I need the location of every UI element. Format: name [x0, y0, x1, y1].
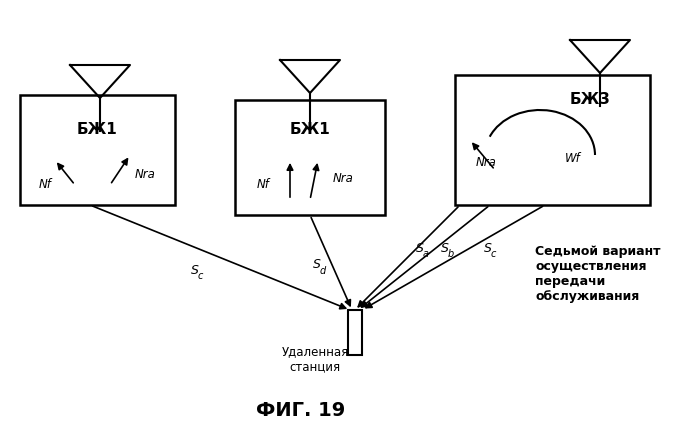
Text: S: S [416, 242, 424, 254]
Text: БЖ1: БЖ1 [290, 123, 330, 138]
Text: S: S [484, 242, 492, 254]
Text: b: b [447, 249, 454, 259]
Text: Nf: Nf [257, 178, 270, 191]
Text: Nra: Nra [135, 169, 156, 181]
Text: Nf: Nf [38, 178, 51, 191]
Text: a: a [422, 249, 428, 259]
Text: Удаленная
станция: Удаленная станция [281, 345, 349, 373]
Text: S: S [441, 242, 449, 254]
Bar [455, 75, 650, 205]
Text: S: S [191, 263, 199, 277]
Text: Wf: Wf [565, 151, 581, 164]
Text: БЖ1: БЖ1 [76, 123, 118, 138]
Bar [348, 310, 362, 355]
Text: c: c [491, 249, 496, 259]
Bar [20, 95, 175, 205]
Text: S: S [313, 259, 321, 272]
Text: БЖ3: БЖ3 [570, 93, 610, 108]
Text: ФИГ. 19: ФИГ. 19 [256, 402, 346, 420]
Text: c: c [197, 271, 203, 281]
Text: d: d [319, 266, 326, 276]
Bar [235, 100, 385, 215]
Text: Седьмой вариант
осуществления
передачи
обслуживания: Седьмой вариант осуществления передачи о… [535, 245, 661, 303]
Text: Nra: Nra [476, 157, 497, 169]
Text: Nra: Nra [333, 172, 354, 184]
